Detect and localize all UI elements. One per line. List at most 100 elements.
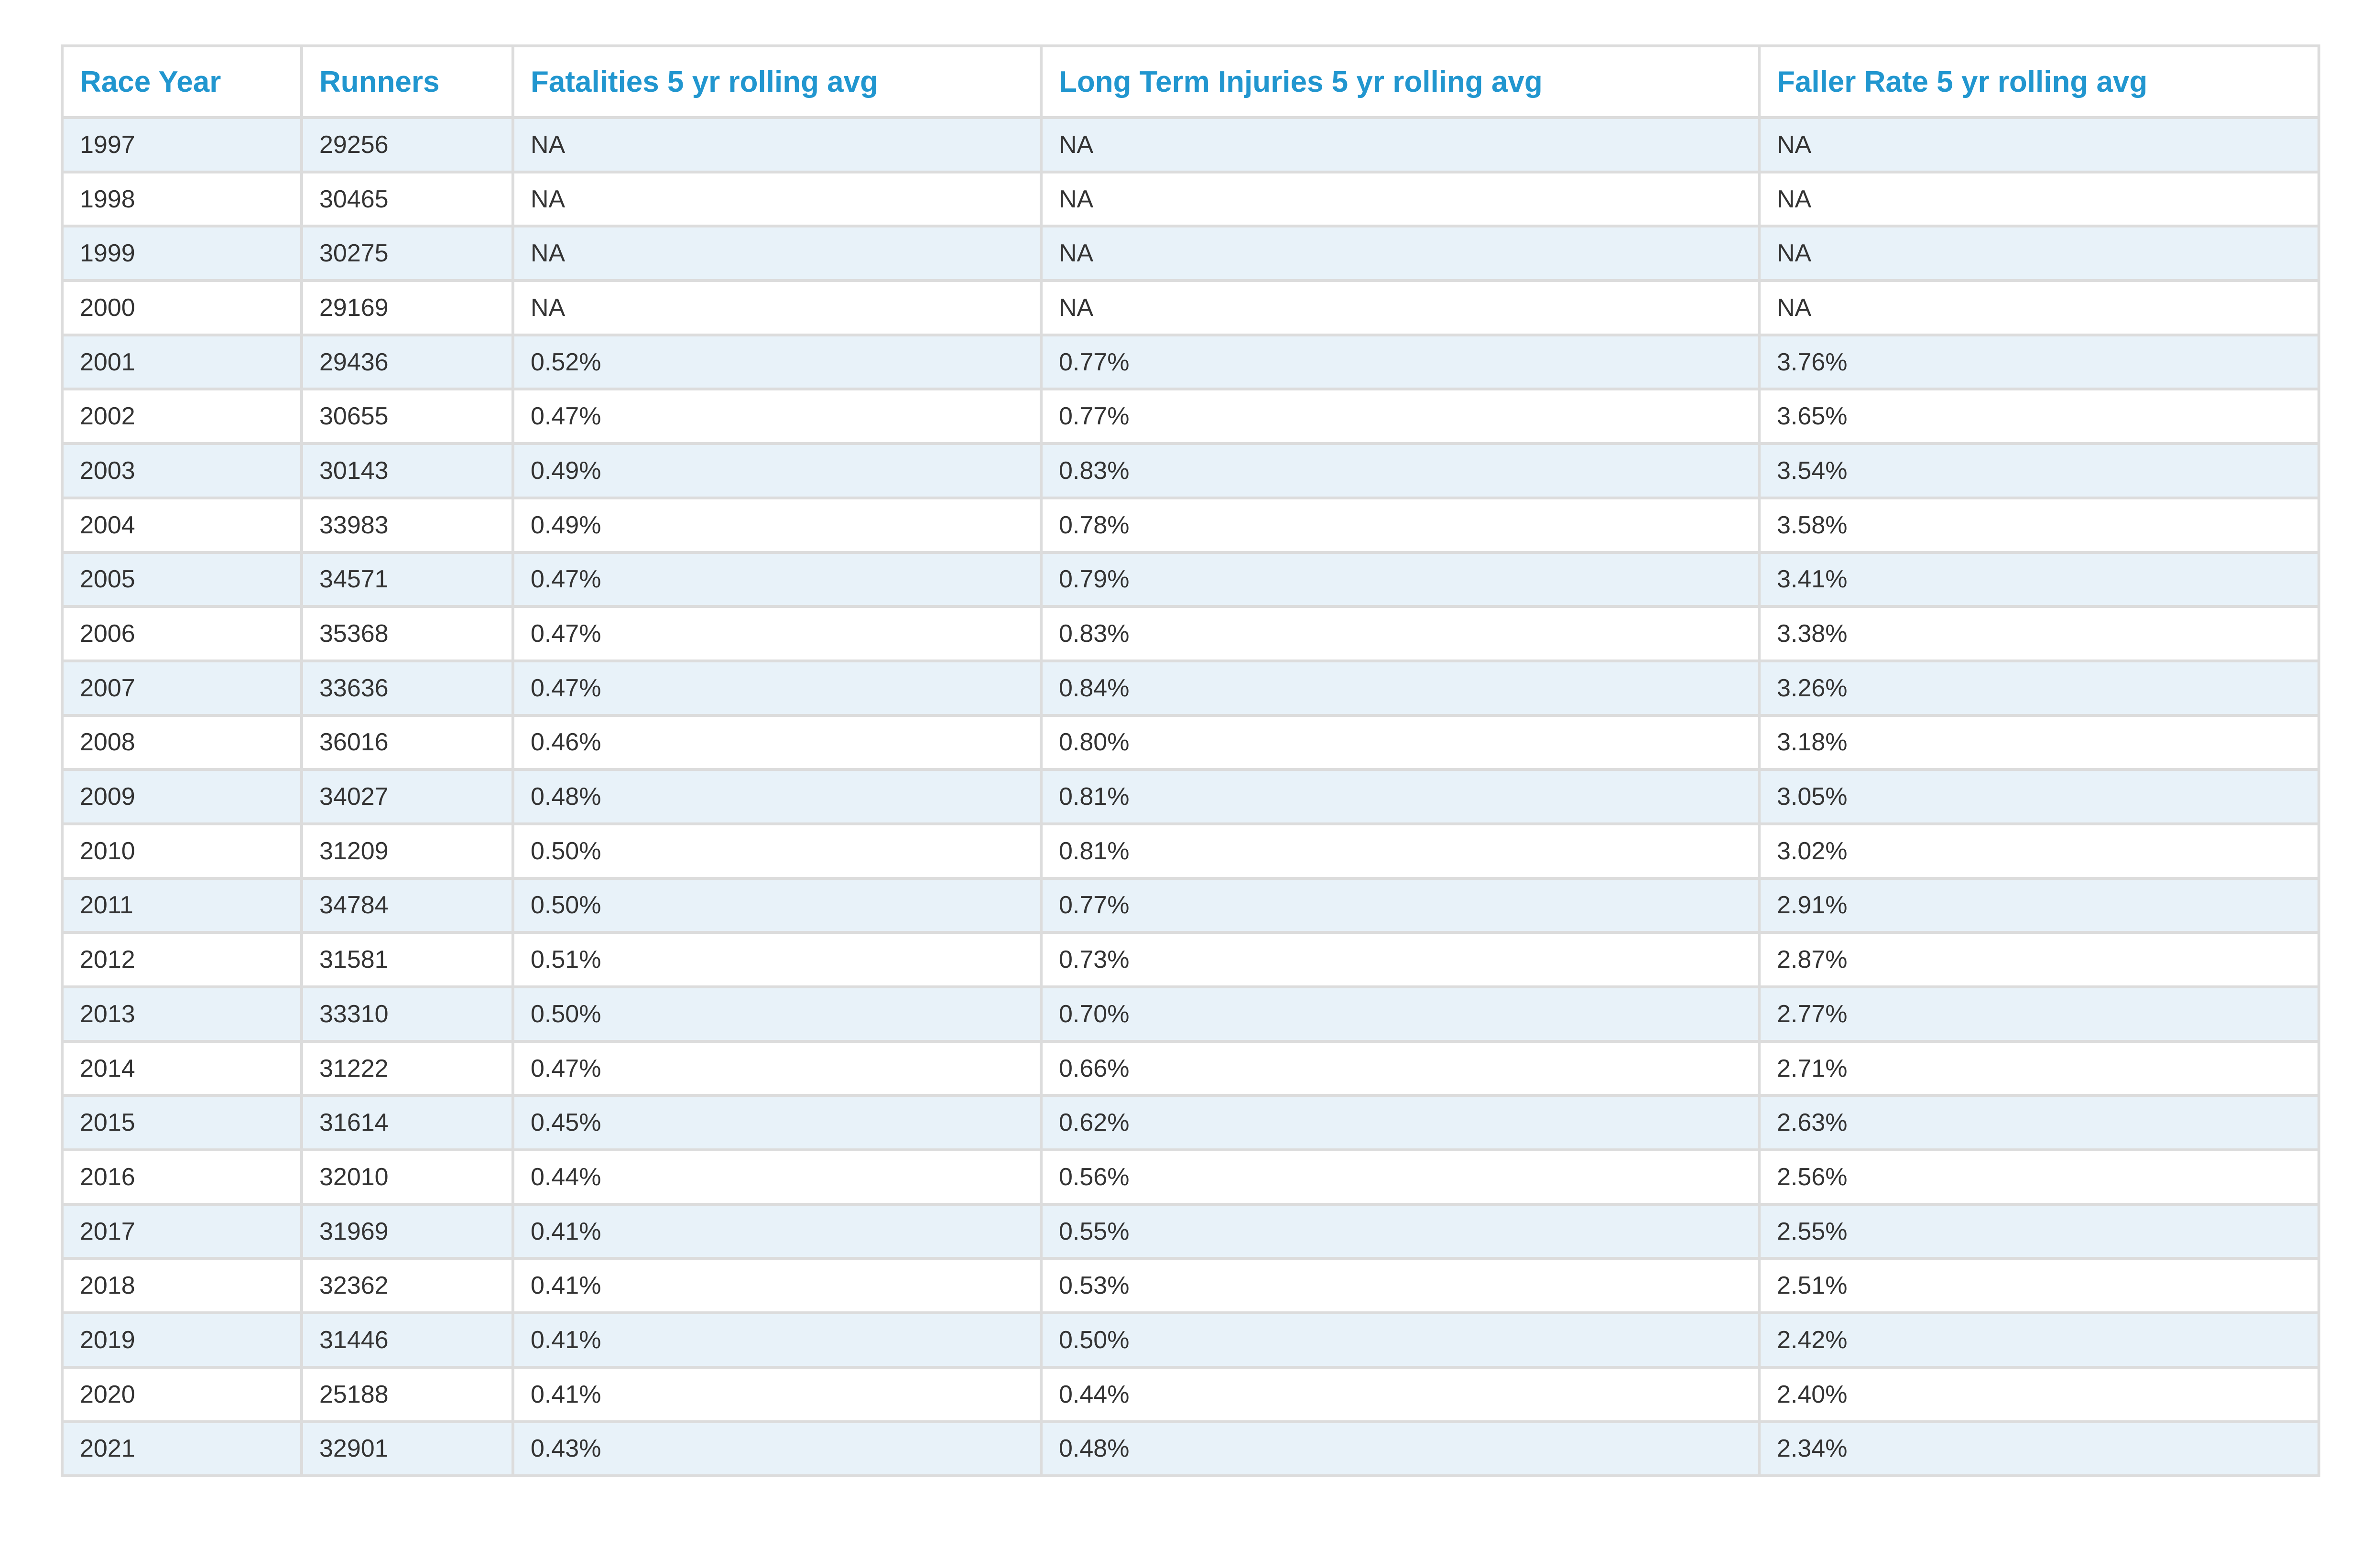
table-row: 2020 25188 0.41% 0.44% 2.40% bbox=[61, 1365, 2320, 1423]
cell-faller-rate: 2.77% bbox=[1758, 985, 2320, 1043]
cell-faller-rate: 2.34% bbox=[1758, 1420, 2320, 1478]
cell-long-term-injuries: 0.44% bbox=[1040, 1365, 1761, 1423]
cell-runners: 31209 bbox=[300, 822, 514, 880]
cell-runners: 30465 bbox=[300, 170, 514, 228]
cell-fatalities: 0.49% bbox=[511, 442, 1043, 499]
table-row: 2004 33983 0.49% 0.78% 3.58% bbox=[61, 496, 2320, 554]
cell-long-term-injuries: NA bbox=[1040, 279, 1761, 336]
table-row: 2013 33310 0.50% 0.70% 2.77% bbox=[61, 985, 2320, 1043]
cell-fatalities: 0.50% bbox=[511, 985, 1043, 1043]
cell-long-term-injuries: 0.81% bbox=[1040, 822, 1761, 880]
cell-fatalities: 0.47% bbox=[511, 659, 1043, 717]
cell-long-term-injuries: 0.79% bbox=[1040, 551, 1761, 608]
cell-race-year: 2000 bbox=[61, 279, 303, 336]
cell-long-term-injuries: 0.81% bbox=[1040, 768, 1761, 825]
cell-fatalities: 0.47% bbox=[511, 1039, 1043, 1097]
cell-runners: 32010 bbox=[300, 1148, 514, 1206]
table-row: 1998 30465 NA NA NA bbox=[61, 170, 2320, 228]
table-row: 2006 35368 0.47% 0.83% 3.38% bbox=[61, 605, 2320, 662]
cell-faller-rate: 2.87% bbox=[1758, 931, 2320, 988]
cell-race-year: 2014 bbox=[61, 1039, 303, 1097]
cell-race-year: 2021 bbox=[61, 1420, 303, 1478]
cell-faller-rate: 3.26% bbox=[1758, 659, 2320, 717]
cell-race-year: 2012 bbox=[61, 931, 303, 988]
table-row: 2003 30143 0.49% 0.83% 3.54% bbox=[61, 442, 2320, 499]
cell-faller-rate: 2.42% bbox=[1758, 1311, 2320, 1369]
cell-runners: 34027 bbox=[300, 768, 514, 825]
cell-race-year: 1999 bbox=[61, 225, 303, 282]
table-row: 2021 32901 0.43% 0.48% 2.34% bbox=[61, 1420, 2320, 1478]
race-statistics-table: Race Year Runners Fatalities 5 yr rollin… bbox=[61, 44, 2320, 1478]
table-row: 2015 31614 0.45% 0.62% 2.63% bbox=[61, 1094, 2320, 1152]
cell-fatalities: 0.48% bbox=[511, 768, 1043, 825]
cell-faller-rate: NA bbox=[1758, 225, 2320, 282]
cell-fatalities: NA bbox=[511, 279, 1043, 336]
cell-race-year: 2018 bbox=[61, 1257, 303, 1315]
cell-race-year: 2011 bbox=[61, 876, 303, 934]
cell-race-year: 2004 bbox=[61, 496, 303, 554]
table-row: 2005 34571 0.47% 0.79% 3.41% bbox=[61, 551, 2320, 608]
data-table-container: Race Year Runners Fatalities 5 yr rollin… bbox=[61, 44, 2320, 1478]
cell-faller-rate: 2.40% bbox=[1758, 1365, 2320, 1423]
table-row: 1997 29256 NA NA NA bbox=[61, 116, 2320, 173]
cell-fatalities: 0.41% bbox=[511, 1365, 1043, 1423]
cell-race-year: 1998 bbox=[61, 170, 303, 228]
cell-fatalities: NA bbox=[511, 116, 1043, 173]
cell-faller-rate: 3.41% bbox=[1758, 551, 2320, 608]
cell-runners: 29169 bbox=[300, 279, 514, 336]
header-long-term-injuries[interactable]: Long Term Injuries 5 yr rolling avg bbox=[1040, 44, 1761, 119]
cell-runners: 25188 bbox=[300, 1365, 514, 1423]
cell-runners: 35368 bbox=[300, 605, 514, 662]
cell-faller-rate: 3.54% bbox=[1758, 442, 2320, 499]
cell-fatalities: 0.47% bbox=[511, 551, 1043, 608]
cell-runners: 34571 bbox=[300, 551, 514, 608]
cell-faller-rate: 2.55% bbox=[1758, 1202, 2320, 1260]
cell-faller-rate: 3.58% bbox=[1758, 496, 2320, 554]
cell-race-year: 2005 bbox=[61, 551, 303, 608]
cell-long-term-injuries: 0.73% bbox=[1040, 931, 1761, 988]
cell-runners: 31222 bbox=[300, 1039, 514, 1097]
cell-fatalities: 0.50% bbox=[511, 822, 1043, 880]
cell-runners: 34784 bbox=[300, 876, 514, 934]
table-row: 2002 30655 0.47% 0.77% 3.65% bbox=[61, 388, 2320, 445]
table-row: 2008 36016 0.46% 0.80% 3.18% bbox=[61, 714, 2320, 771]
cell-runners: 30275 bbox=[300, 225, 514, 282]
cell-fatalities: 0.44% bbox=[511, 1148, 1043, 1206]
cell-faller-rate: 3.05% bbox=[1758, 768, 2320, 825]
table-row: 2014 31222 0.47% 0.66% 2.71% bbox=[61, 1039, 2320, 1097]
cell-race-year: 2017 bbox=[61, 1202, 303, 1260]
cell-long-term-injuries: 0.48% bbox=[1040, 1420, 1761, 1478]
cell-fatalities: NA bbox=[511, 170, 1043, 228]
cell-long-term-injuries: NA bbox=[1040, 225, 1761, 282]
cell-fatalities: 0.45% bbox=[511, 1094, 1043, 1152]
cell-long-term-injuries: 0.83% bbox=[1040, 442, 1761, 499]
cell-long-term-injuries: 0.50% bbox=[1040, 1311, 1761, 1369]
cell-runners: 33983 bbox=[300, 496, 514, 554]
cell-long-term-injuries: 0.56% bbox=[1040, 1148, 1761, 1206]
cell-runners: 30143 bbox=[300, 442, 514, 499]
cell-long-term-injuries: 0.80% bbox=[1040, 714, 1761, 771]
table-row: 2011 34784 0.50% 0.77% 2.91% bbox=[61, 876, 2320, 934]
header-faller-rate[interactable]: Faller Rate 5 yr rolling avg bbox=[1758, 44, 2320, 119]
cell-fatalities: 0.47% bbox=[511, 388, 1043, 445]
cell-fatalities: 0.41% bbox=[511, 1311, 1043, 1369]
cell-fatalities: 0.50% bbox=[511, 876, 1043, 934]
table-row: 2017 31969 0.41% 0.55% 2.55% bbox=[61, 1202, 2320, 1260]
header-runners[interactable]: Runners bbox=[300, 44, 514, 119]
table-row: 2018 32362 0.41% 0.53% 2.51% bbox=[61, 1257, 2320, 1315]
cell-race-year: 2001 bbox=[61, 333, 303, 391]
header-fatalities[interactable]: Fatalities 5 yr rolling avg bbox=[511, 44, 1043, 119]
cell-race-year: 2009 bbox=[61, 768, 303, 825]
table-row: 2001 29436 0.52% 0.77% 3.76% bbox=[61, 333, 2320, 391]
cell-fatalities: 0.41% bbox=[511, 1257, 1043, 1315]
cell-runners: 30655 bbox=[300, 388, 514, 445]
cell-runners: 33310 bbox=[300, 985, 514, 1043]
cell-race-year: 2016 bbox=[61, 1148, 303, 1206]
cell-race-year: 2020 bbox=[61, 1365, 303, 1423]
cell-faller-rate: NA bbox=[1758, 170, 2320, 228]
cell-race-year: 2015 bbox=[61, 1094, 303, 1152]
cell-fatalities: 0.41% bbox=[511, 1202, 1043, 1260]
cell-fatalities: 0.52% bbox=[511, 333, 1043, 391]
cell-faller-rate: 2.71% bbox=[1758, 1039, 2320, 1097]
header-race-year[interactable]: Race Year bbox=[61, 44, 303, 119]
